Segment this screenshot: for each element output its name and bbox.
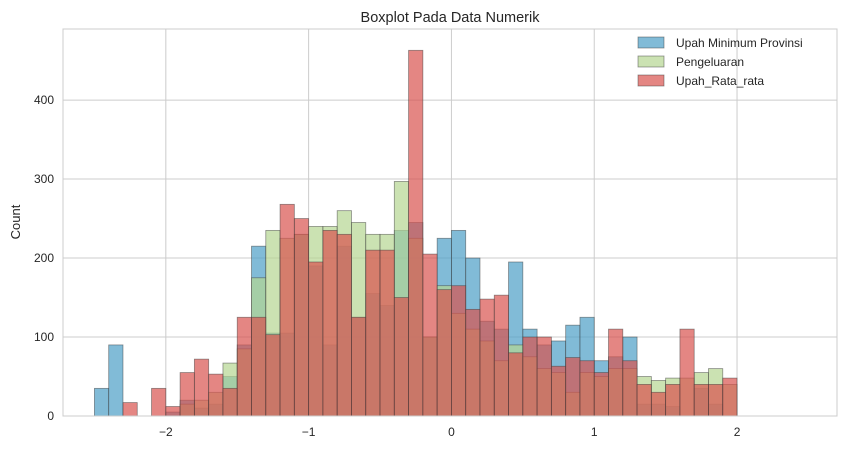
histogram-bar [508, 352, 524, 417]
y-tick-label: 400 [34, 93, 54, 107]
histogram-bar [579, 360, 595, 417]
histogram-bar [236, 316, 252, 417]
histogram-bar [722, 377, 738, 417]
chart-title: Boxplot Pada Data Numerik [361, 10, 541, 26]
histogram-bar [351, 316, 367, 417]
histogram-bar [451, 285, 467, 417]
histogram-bar [650, 391, 667, 417]
x-tick-labels: −2 −1 0 1 2 [159, 425, 741, 439]
y-tick-labels: 0 100 200 300 400 [34, 93, 54, 423]
histogram-bar [522, 336, 538, 417]
histogram-bar [479, 298, 495, 417]
y-axis-title: Count [8, 204, 23, 239]
histogram-bar [94, 387, 110, 417]
histogram-bar [208, 373, 224, 417]
histogram-bar [693, 384, 709, 417]
x-tick-label: 2 [734, 425, 741, 439]
histogram-bar [550, 365, 567, 417]
histogram-bar [679, 328, 695, 417]
axis-frame [62, 28, 838, 417]
histogram-bar [408, 49, 424, 417]
legend-label: Pengeluaran [676, 55, 744, 69]
histogram-bar [179, 372, 195, 417]
histogram-bar [608, 328, 624, 417]
histogram-bar [193, 358, 210, 417]
legend-swatch [637, 36, 665, 49]
legend-swatch [637, 74, 665, 87]
histogram-bar [393, 297, 409, 417]
histogram-bar [122, 402, 138, 417]
histogram-bar [379, 249, 395, 417]
histogram-bar [493, 294, 509, 417]
histogram-bar [365, 249, 381, 417]
histogram-bar [308, 261, 324, 417]
y-tick-label: 0 [47, 409, 54, 423]
y-tick-label: 100 [34, 330, 54, 344]
histogram-bar [465, 308, 481, 417]
histogram-bar [222, 387, 238, 417]
histogram-bar [279, 203, 295, 417]
histogram-bar [665, 384, 681, 417]
histogram-bar [108, 344, 124, 417]
histogram-bar [636, 384, 652, 417]
histogram-bar [422, 253, 438, 417]
histogram-bar [593, 372, 609, 417]
legend-label: Upah_Rata_rata [676, 74, 764, 88]
histogram-bar [322, 229, 338, 417]
legend: Upah Minimum Provinsi Pengeluaran Upah_Rat… [637, 36, 803, 88]
x-tick-label: 0 [448, 425, 455, 439]
histogram-bar [336, 233, 352, 417]
histogram-bar [436, 289, 452, 417]
y-tick-label: 200 [34, 251, 54, 265]
x-tick-label: 1 [591, 425, 598, 439]
y-tick-label: 300 [34, 172, 54, 186]
histogram-bar [536, 336, 552, 417]
histogram-bar [293, 218, 310, 417]
histogram-bar [708, 384, 724, 417]
legend-swatch [637, 55, 665, 68]
histogram-bar [165, 406, 181, 417]
x-tick-label: −1 [302, 425, 316, 439]
legend-label: Upah Minimum Provinsi [676, 36, 803, 50]
histogram-bar [151, 387, 167, 417]
histogram-bar [265, 334, 281, 417]
x-tick-label: −2 [159, 425, 173, 439]
histogram-bar [251, 316, 267, 417]
histogram-bar [622, 360, 638, 417]
histogram-bar [565, 357, 581, 417]
